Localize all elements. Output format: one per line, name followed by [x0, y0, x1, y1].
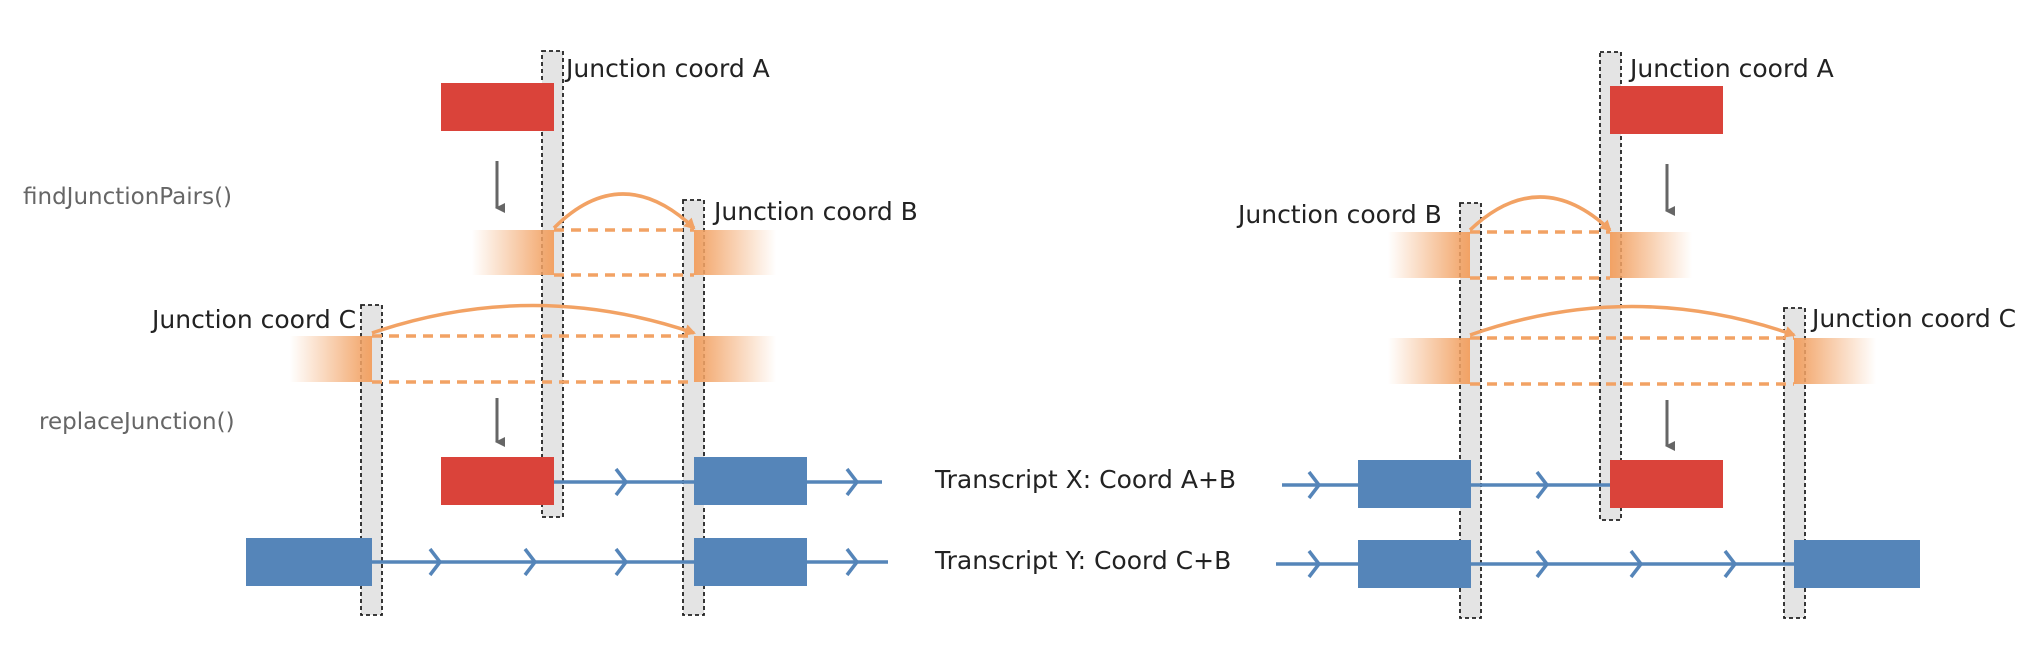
right-junction-column-b — [1459, 202, 1482, 619]
right-orange-block-a — [1610, 232, 1692, 278]
left-transcript-y-chevron-3 — [614, 547, 629, 577]
left-panel: Junction coord A Junction coord B Juncti… — [150, 50, 918, 616]
right-orange-block-b1 — [1388, 232, 1470, 278]
left-transcript-x-chevron-1 — [614, 467, 629, 497]
left-orange-block-b1 — [694, 230, 776, 275]
right-transcript-y-blue-exon-c — [1794, 540, 1920, 588]
left-transcript-y-chevron-2 — [523, 547, 538, 577]
left-orange-block-c — [290, 336, 372, 382]
left-arc-a-to-b — [552, 192, 696, 230]
right-junction-coord-c-label: Junction coord C — [1810, 304, 2016, 333]
left-transcript-y-chevron-1 — [428, 547, 443, 577]
left-transcript-x-red-exon — [441, 457, 554, 505]
left-junction-column-a — [541, 50, 564, 518]
right-junction-coord-a-label: Junction coord A — [1628, 54, 1834, 83]
right-transcript-y-chevron-1 — [1307, 549, 1322, 579]
transcript-y-label: Transcript Y: Coord C+B — [934, 546, 1231, 575]
right-transcript-y-chevron-3 — [1629, 549, 1644, 579]
left-transcript-y-blue-exon-c — [246, 538, 372, 586]
right-transcript-y-chevron-2 — [1535, 549, 1550, 579]
right-arc-b-to-c — [1469, 304, 1796, 338]
right-junction-coord-b-label: Junction coord B — [1236, 200, 1442, 229]
left-transcript-x-chevron-2 — [845, 467, 860, 497]
find-junction-pairs-label: findJunctionPairs() — [23, 184, 232, 210]
left-transcript-y-blue-exon-b — [694, 538, 807, 586]
right-transcript-y-blue-exon-b — [1358, 540, 1471, 588]
left-red-exon-top — [441, 83, 554, 131]
left-transcript-x-blue-exon — [694, 457, 807, 505]
left-junction-coord-b-label: Junction coord B — [712, 197, 918, 226]
left-junction-coord-c-label: Junction coord C — [150, 305, 356, 334]
replace-junction-label: replaceJunction() — [39, 409, 235, 435]
right-transcript-x-chevron-1 — [1307, 470, 1322, 500]
right-transcript-x-blue-exon — [1358, 460, 1471, 508]
right-red-exon-top — [1610, 86, 1723, 134]
right-junction-column-a — [1599, 51, 1622, 521]
left-transcript-y-chevron-4 — [845, 547, 860, 577]
transcript-x-label: Transcript X: Coord A+B — [934, 465, 1236, 494]
right-orange-block-b2 — [1388, 338, 1470, 384]
left-junction-column-b — [682, 199, 705, 616]
right-transcript-x-red-exon — [1610, 460, 1723, 508]
left-arc-c-to-b — [371, 303, 696, 336]
right-transcript-y-chevron-4 — [1723, 549, 1738, 579]
left-orange-block-a — [472, 230, 554, 275]
left-orange-block-b2 — [694, 336, 776, 382]
right-arc-b-to-a — [1468, 195, 1612, 232]
right-transcript-x-chevron-2 — [1535, 470, 1550, 500]
left-junction-coord-a-label: Junction coord A — [564, 54, 770, 83]
right-panel: Junction coord A Junction coord B Juncti… — [1236, 51, 2016, 619]
right-orange-block-c — [1794, 338, 1876, 384]
